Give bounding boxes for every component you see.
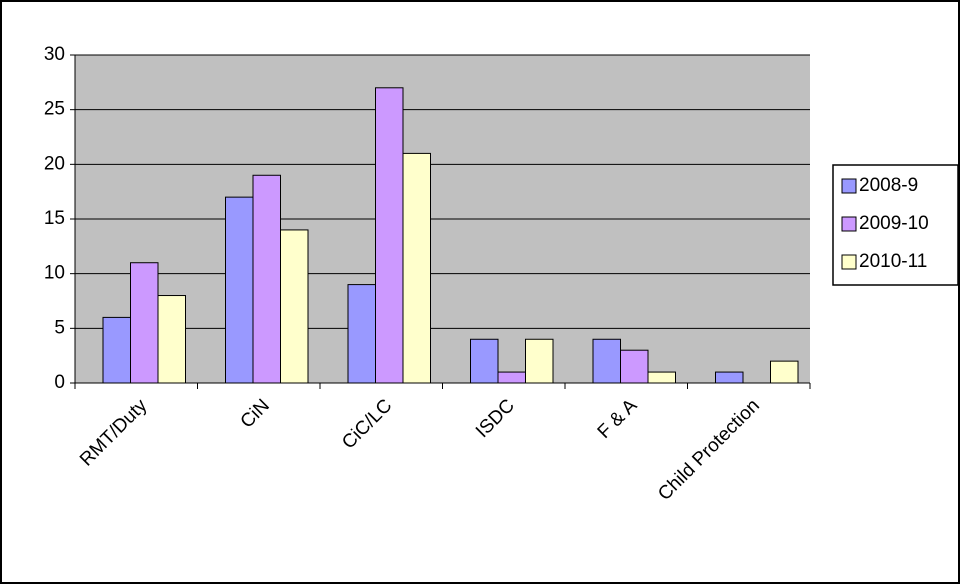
bar [470,338,499,384]
legend-label: 2010-11 [859,251,927,272]
y-tick-label: 5 [54,317,65,338]
bar [347,284,376,384]
bar [102,316,131,384]
bar [770,360,799,384]
bar [402,152,431,384]
bar [592,338,621,384]
bar [130,262,159,384]
legend-label: 2008-9 [859,175,918,196]
legend-swatch [841,254,857,270]
bar [715,371,744,384]
bar [620,349,649,384]
y-tick-label: 15 [44,208,65,229]
y-tick-label: 20 [44,153,65,174]
legend-swatch [841,178,857,194]
y-tick-label: 25 [44,99,65,120]
bar [252,174,281,384]
legend-swatch [841,216,857,232]
bar [225,196,254,384]
y-tick-label: 30 [44,44,65,65]
bar [157,295,186,384]
bar [375,87,404,384]
bar [647,371,676,384]
legend-label: 2009-10 [859,213,929,234]
y-tick-label: 0 [54,372,65,393]
bar [497,371,526,384]
bar [525,338,554,384]
bar [280,229,309,384]
y-tick-label: 10 [44,263,65,284]
